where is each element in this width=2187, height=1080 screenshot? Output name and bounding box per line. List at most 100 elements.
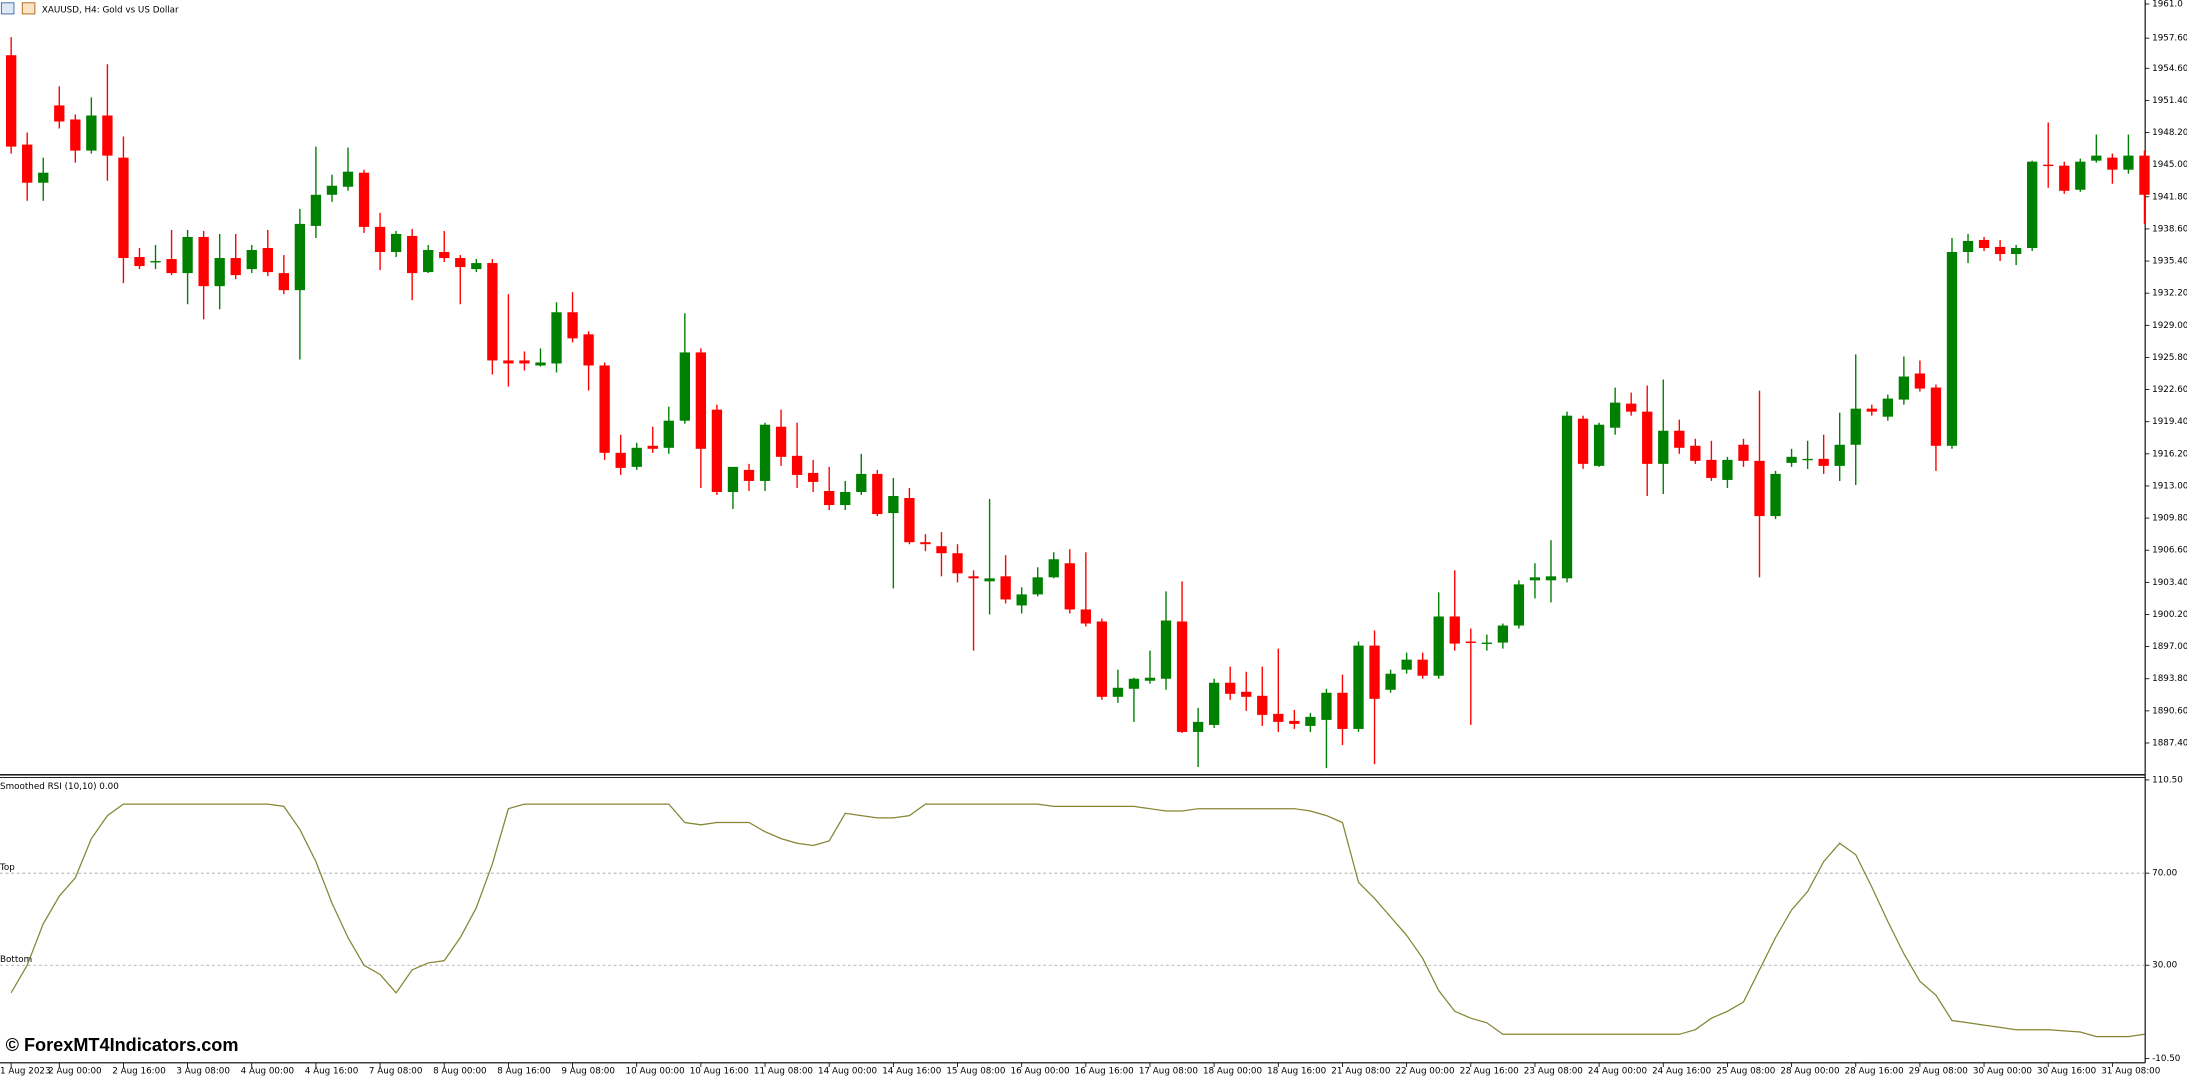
candle-body — [1642, 411, 1653, 464]
y-tick-label: 110.50 — [2152, 775, 2183, 785]
x-tick-label: 24 Aug 00:00 — [1588, 1067, 1647, 1077]
candle-body — [134, 257, 145, 267]
candle-body — [1545, 576, 1557, 581]
candle-body — [471, 263, 482, 270]
candle-body — [1658, 430, 1669, 464]
candle-body — [968, 576, 979, 579]
candle-body — [743, 469, 755, 481]
candle-body — [439, 252, 450, 259]
level-label: Bottom — [0, 955, 32, 965]
x-tick-label: 29 Aug 08:00 — [1909, 1067, 1968, 1077]
candle-body — [1882, 398, 1893, 417]
x-tick-label: 30 Aug 16:00 — [2037, 1067, 2096, 1077]
y-tick-label: 1941.80 — [2152, 192, 2187, 202]
x-tick-label: 10 Aug 00:00 — [626, 1067, 685, 1077]
x-tick-label: 4 Aug 00:00 — [241, 1067, 295, 1077]
candle-body — [1385, 673, 1396, 690]
candle-body — [567, 312, 578, 339]
candle-body — [70, 119, 81, 151]
candle-body — [1160, 620, 1172, 679]
x-tick-label: 11 Aug 08:00 — [754, 1067, 813, 1077]
x-tick-label: 28 Aug 00:00 — [1780, 1067, 1839, 1077]
watermark: © ForexMT4Indicators.com — [6, 1035, 239, 1055]
candle-body — [599, 365, 610, 453]
candle-body — [86, 115, 97, 151]
x-tick-label: 2 Aug 16:00 — [112, 1067, 166, 1077]
x-tick-label: 22 Aug 16:00 — [1460, 1067, 1519, 1077]
candle-body — [1305, 716, 1316, 726]
candle-body — [1144, 677, 1156, 681]
chart-icon[interactable] — [0, 2, 15, 15]
candle-body — [487, 263, 498, 361]
candle-body — [5, 55, 17, 147]
y-tick-label: 1925.80 — [2152, 353, 2187, 363]
candle-body — [1112, 687, 1124, 697]
candle-body — [1914, 373, 1926, 389]
candle-body — [1593, 424, 1605, 466]
x-tick-label: 22 Aug 00:00 — [1395, 1067, 1454, 1077]
candle-body — [1433, 616, 1444, 676]
candle-body — [759, 424, 771, 481]
x-tick-label: 16 Aug 00:00 — [1011, 1067, 1070, 1077]
y-tick-label: 1893.80 — [2152, 674, 2187, 684]
candle-body — [1609, 402, 1621, 428]
x-tick-label: 2 Aug 00:00 — [48, 1067, 102, 1077]
candle-body — [1497, 625, 1509, 643]
candle-body — [1978, 239, 1990, 248]
candle-body — [374, 226, 386, 253]
y-tick-label: 1897.00 — [2152, 642, 2187, 652]
candle-body — [535, 362, 546, 366]
candle-body — [1690, 445, 1701, 461]
x-tick-label: 15 Aug 08:00 — [946, 1067, 1005, 1077]
candle-body — [631, 447, 642, 467]
symbol-icon[interactable] — [21, 2, 36, 15]
candle-body — [1016, 594, 1027, 606]
candle-body — [503, 360, 514, 364]
symbol-title: XAUUSD, H4: Gold vs US Dollar — [42, 5, 179, 15]
candle-body — [2139, 155, 2150, 195]
y-tick-label: 1887.40 — [2152, 738, 2187, 748]
x-tick-label: 8 Aug 00:00 — [433, 1067, 487, 1077]
candle-body — [455, 258, 466, 268]
candle-body — [166, 259, 177, 274]
candle-body — [1289, 720, 1300, 724]
candle-body — [1257, 695, 1268, 715]
x-tick-label: 3 Aug 08:00 — [176, 1067, 230, 1077]
candle-body — [342, 171, 354, 187]
candle-body — [150, 261, 161, 263]
candle-body — [1722, 459, 1733, 480]
candle-body — [1449, 616, 1460, 644]
candle-body — [22, 144, 33, 183]
candle-body — [2075, 161, 2086, 190]
candle-body — [198, 236, 209, 287]
y-tick-label: 1938.60 — [2152, 224, 2187, 234]
candle-body — [326, 185, 338, 195]
x-tick-label: 31 Aug 08:00 — [2101, 1067, 2160, 1077]
x-tick-label: 18 Aug 00:00 — [1203, 1067, 1262, 1077]
y-tick-label: -10.50 — [2152, 1054, 2180, 1064]
candle-body — [872, 473, 883, 515]
level-label: Top — [0, 863, 15, 873]
candle-body — [551, 312, 562, 364]
candle-body — [262, 247, 273, 273]
candle-body — [1080, 609, 1091, 624]
candle-body — [647, 445, 658, 449]
candle-body — [1096, 621, 1108, 697]
candle-body — [2010, 247, 2022, 255]
x-tick-label: 17 Aug 08:00 — [1139, 1067, 1198, 1077]
candle-body — [1176, 621, 1188, 732]
candle-body — [246, 250, 257, 270]
candle-body — [1706, 459, 1717, 478]
candle-body — [278, 273, 289, 291]
candle-body — [1321, 692, 1332, 720]
candle-body — [118, 157, 129, 259]
candle-body — [1674, 430, 1685, 448]
y-tick-label: 1909.80 — [2152, 514, 2187, 524]
candle-body — [358, 172, 370, 227]
x-tick-label: 8 Aug 16:00 — [497, 1067, 551, 1077]
candle-body — [1225, 682, 1236, 694]
candle-body — [54, 105, 65, 122]
y-tick-label: 30.00 — [2152, 961, 2177, 971]
